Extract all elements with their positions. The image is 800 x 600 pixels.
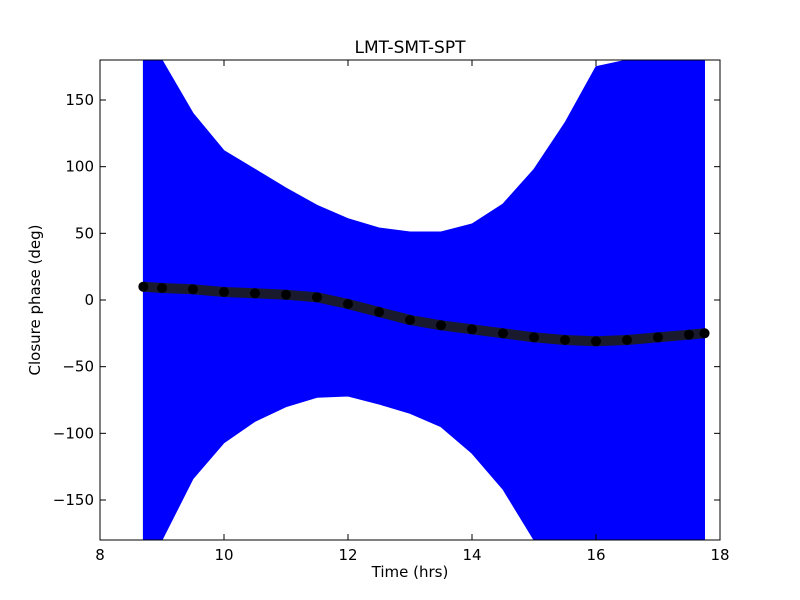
closure-phase-point <box>436 320 446 331</box>
y-tick-label: 100 <box>65 158 94 176</box>
closure-phase-point <box>343 299 353 309</box>
closure-phase-point <box>653 332 663 343</box>
closure-phase-line <box>138 281 710 347</box>
closure-phase-point <box>591 336 601 347</box>
closure-phase-point <box>560 335 570 345</box>
x-tick-label: 8 <box>95 546 105 564</box>
y-tick-label: −150 <box>53 491 94 509</box>
error-band <box>142 60 705 540</box>
closure-phase-point <box>219 287 229 297</box>
y-tick-label: −100 <box>53 424 94 442</box>
closure-phase-point <box>405 315 415 325</box>
error-band-layer <box>142 60 705 540</box>
y-tick-label: 50 <box>75 224 94 242</box>
series-layer <box>138 281 710 347</box>
x-tick-label: 18 <box>710 546 729 564</box>
closure-phase-point <box>281 289 291 300</box>
closure-phase-point <box>250 288 260 299</box>
chart-title: LMT-SMT-SPT <box>355 38 467 58</box>
x-tick-label: 10 <box>214 546 233 564</box>
axis-ticks: 8 10 12 14 16 18 −150 −100 −50 0 50 100 150 <box>53 60 730 564</box>
closure-phase-point <box>312 292 322 303</box>
y-tick-label: 0 <box>84 291 94 309</box>
closure-phase-point <box>138 281 149 292</box>
closure-phase-point <box>157 283 167 293</box>
closure-phase-point <box>498 328 508 339</box>
closure-phase-point <box>467 324 477 335</box>
x-tick-label: 12 <box>338 546 357 564</box>
closure-phase-point <box>529 332 539 343</box>
x-tick-label: 16 <box>586 546 605 564</box>
y-tick-label: 150 <box>65 91 94 109</box>
closure-phase-point <box>188 284 198 295</box>
closure-phase-point <box>684 329 694 340</box>
y-tick-label: −50 <box>62 358 94 376</box>
x-tick-label: 14 <box>462 546 481 564</box>
y-axis-label: Closure phase (deg) <box>26 225 44 376</box>
x-axis-label: Time (hrs) <box>371 563 449 581</box>
closure-phase-point <box>374 307 384 317</box>
closure-phase-point <box>699 328 710 339</box>
closure-phase-point <box>622 335 632 345</box>
